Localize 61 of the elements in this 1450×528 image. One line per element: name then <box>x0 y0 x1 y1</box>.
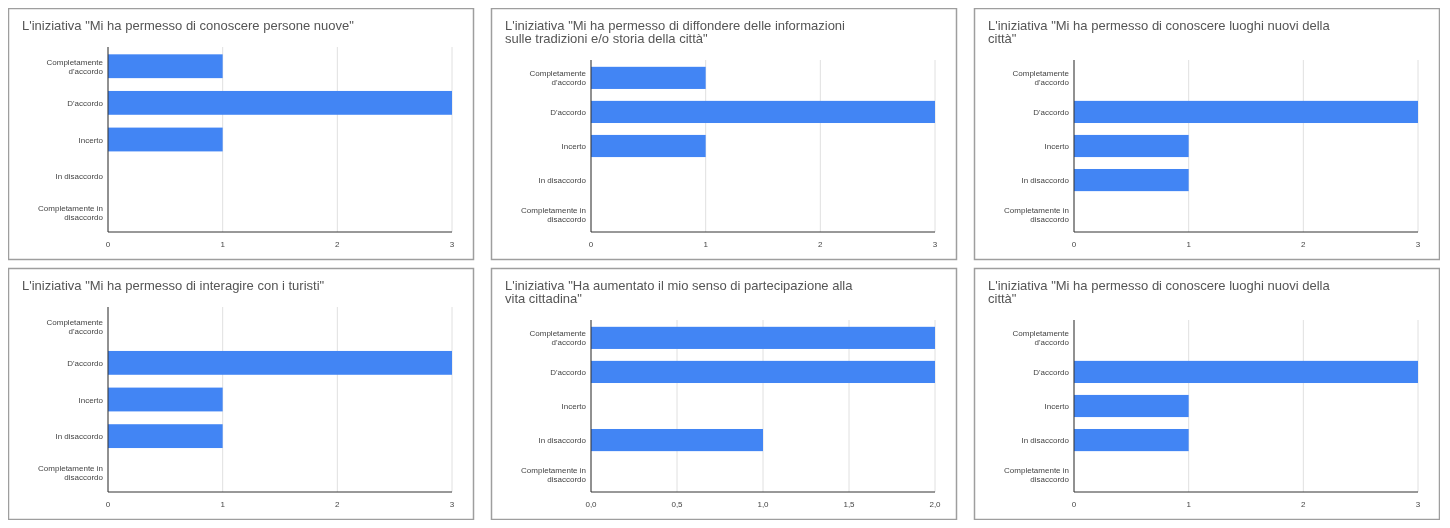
chart-title: L'iniziativa "Mi ha permesso di conoscere luoghi nuovi della città" <box>988 18 1331 46</box>
x-tick-label: 2 <box>335 500 341 509</box>
chart-title: L'iniziativa "Mi ha permesso di interagire con i turisti" <box>22 278 325 293</box>
x-tick-label: 0,0 <box>585 500 598 509</box>
x-tick-label: 1 <box>1186 240 1192 249</box>
y-tick-label: Completamente in disaccordo <box>38 464 104 483</box>
x-tick-label: 3 <box>1415 240 1421 249</box>
x-tick-label: 3 <box>1415 500 1421 509</box>
y-tick-label: Completamente d'accordo <box>529 329 587 348</box>
y-tick-label: D'accordo <box>67 358 104 368</box>
y-tick-label: Completamente d'accordo <box>1012 69 1070 88</box>
y-tick-label: In disaccordo <box>1021 436 1070 446</box>
x-tick-label: 3 <box>449 500 455 509</box>
y-tick-label: D'accordo <box>550 367 587 377</box>
x-tick-label: 1 <box>1186 500 1192 509</box>
x-tick-label: 2 <box>1301 240 1307 249</box>
y-tick-label: In disaccordo <box>538 436 587 446</box>
x-tick-label: 3 <box>932 240 938 249</box>
y-tick-label: Completamente in disaccordo <box>1004 205 1070 224</box>
x-tick-label: 0 <box>105 240 111 249</box>
y-tick-label: Completamente d'accordo <box>529 69 587 88</box>
chart-title: L'iniziativa "Mi ha permesso di diffondere delle informazioni sulle tradizioni e/o storia della città" <box>505 18 846 46</box>
x-tick-label: 2 <box>1301 500 1307 509</box>
chart-title: L'iniziativa "Ha aumentato il mio senso di partecipazione alla vita cittadina" <box>505 278 854 306</box>
y-tick-label: In disaccordo <box>55 172 104 182</box>
y-tick-label: Completamente in disaccordo <box>1004 465 1070 484</box>
x-tick-label: 1 <box>220 240 226 249</box>
y-tick-label: Completamente d'accordo <box>46 57 104 76</box>
y-tick-label: In disaccordo <box>55 432 104 442</box>
x-tick-label: 0 <box>105 500 111 509</box>
y-tick-label: Incerto <box>78 395 104 405</box>
y-tick-label: Completamente d'accordo <box>1012 329 1070 348</box>
y-tick-label: Completamente in disaccordo <box>521 205 587 224</box>
x-tick-label: 0 <box>1071 240 1077 249</box>
x-tick-label: 2,0 <box>929 500 942 509</box>
x-tick-label: 1,0 <box>757 500 770 509</box>
x-tick-label: 0 <box>1071 500 1077 509</box>
y-tick-label: In disaccordo <box>1021 176 1070 186</box>
y-tick-label: Completamente in disaccordo <box>521 465 587 484</box>
x-tick-label: 2 <box>335 240 341 249</box>
x-tick-label: 2 <box>818 240 824 249</box>
y-tick-label: Incerto <box>78 135 104 145</box>
chart-title: L'iniziativa "Mi ha permesso di conoscere persone nuove" <box>22 18 355 33</box>
y-tick-label: Incerto <box>1044 402 1070 411</box>
x-tick-label: 0,5 <box>671 500 684 509</box>
y-tick-label: Incerto <box>561 402 587 411</box>
y-tick-label: Completamente d'accordo <box>46 317 104 336</box>
y-tick-label: D'accordo <box>1033 367 1070 377</box>
chart-title: L'iniziativa "Mi ha permesso di conoscere luoghi nuovi della città" <box>988 278 1331 306</box>
y-tick-label: D'accordo <box>550 107 587 117</box>
x-tick-label: 1 <box>220 500 226 509</box>
y-tick-label: Completamente in disaccordo <box>38 204 104 223</box>
x-tick-label: 1 <box>703 240 709 249</box>
x-tick-label: 1,5 <box>843 500 856 509</box>
y-tick-label: D'accordo <box>1033 107 1070 117</box>
x-tick-label: 3 <box>449 240 455 249</box>
y-tick-label: In disaccordo <box>538 176 587 186</box>
y-tick-label: Incerto <box>561 142 587 151</box>
x-tick-label: 0 <box>588 240 594 249</box>
y-tick-label: Incerto <box>1044 142 1070 151</box>
y-tick-label: D'accordo <box>67 98 104 108</box>
